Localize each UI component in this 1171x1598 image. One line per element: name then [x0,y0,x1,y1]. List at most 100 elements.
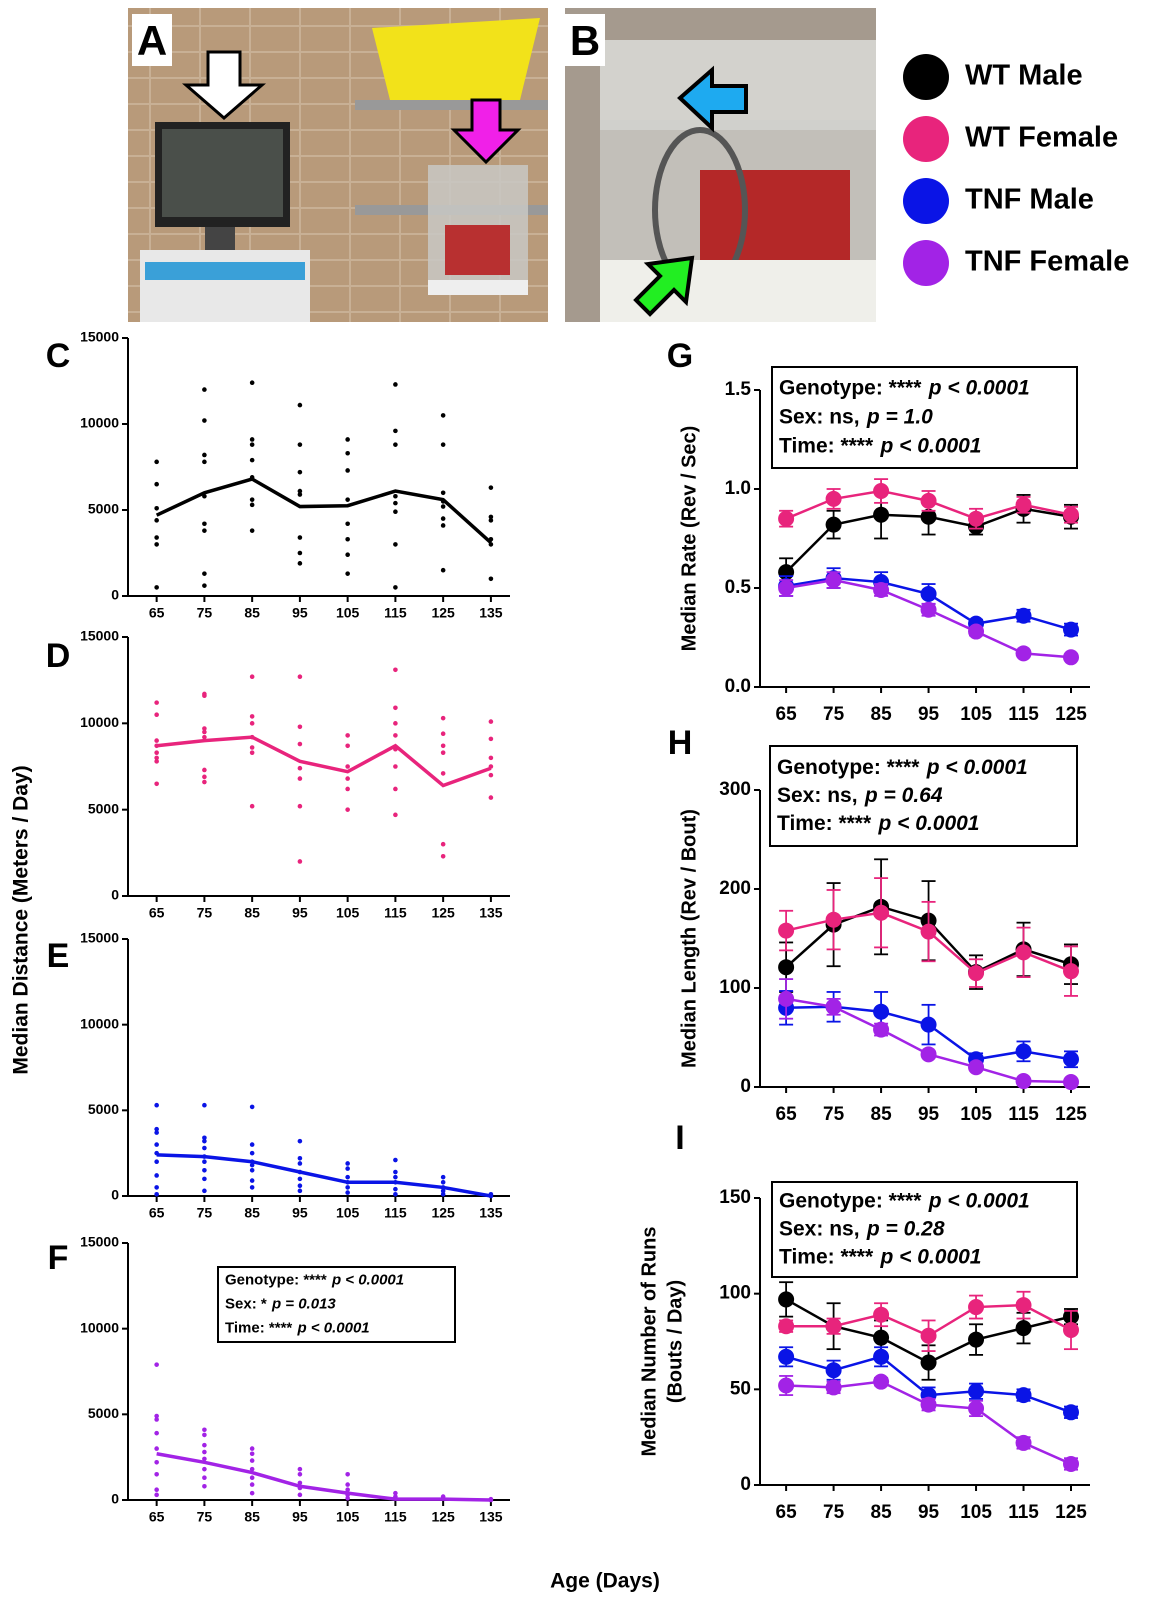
data-point [202,1456,207,1462]
legend-label: WT Male [965,60,1083,92]
data-point [345,807,350,812]
stats-box [769,745,1078,847]
data-point [920,585,937,602]
stats-term: Sex: ns, [779,1217,860,1240]
y-tick-label: 0 [740,1474,751,1495]
data-point [873,1003,890,1020]
x-tick-label: 65 [776,1502,798,1523]
y-tick-label: 15000 [80,1234,119,1250]
data-point [202,1145,207,1151]
data-point [202,452,207,458]
median-line [156,1153,492,1198]
x-tick-label: 105 [336,1509,360,1525]
data-point [202,729,207,735]
data-point [873,1306,890,1323]
x-tick-label: 75 [197,1205,213,1221]
y-tick-label: 200 [719,878,751,899]
data-point [920,508,937,525]
data-point [202,1159,207,1165]
data-point [345,1166,350,1171]
data-point [154,481,159,487]
data-point [249,714,255,719]
data-point [154,781,159,787]
data-point [1015,1043,1032,1060]
data-point [154,1126,159,1132]
x-tick-label: 85 [244,1205,260,1221]
data-point [202,1176,207,1182]
x-tick-label: 95 [918,1104,940,1125]
data-point [393,1186,398,1192]
data-point [778,1318,795,1335]
data-point [393,1174,398,1180]
data-point [345,776,350,781]
data-point [968,510,985,527]
data-point [345,1495,350,1501]
data-point [825,1379,842,1396]
x-tick-label: 95 [918,1502,940,1523]
data-point [1015,645,1032,662]
data-point [968,965,985,982]
stats-p: p = 0.64 [864,784,943,807]
stats-line: Genotype: **** p < 0.0001 [225,1271,404,1288]
stats-p: p < 0.0001 [928,1189,1030,1212]
data-point [1063,1322,1080,1339]
data-point [440,490,446,496]
x-tick-label: 115 [384,605,407,621]
median-line [156,1452,491,1502]
data-point [297,488,303,494]
data-point [968,1059,985,1076]
data-point [249,1104,255,1110]
x-tick-label: 75 [823,704,845,725]
y-axis-label: Median Length (Rev / Bout) [678,809,700,1068]
data-point [488,518,494,523]
data-point [440,841,446,847]
data-point [440,1188,446,1194]
legend-marker [903,54,949,100]
data-point [440,504,446,509]
x-tick-label: 105 [960,1502,992,1523]
data-point [825,516,842,533]
data-point [488,795,494,800]
x-tick-label: 125 [1055,704,1087,725]
data-point [202,693,207,699]
x-tick-label: 95 [918,704,940,725]
stats-term: Time: **** [779,1245,874,1268]
stats-p: p < 0.0001 [928,376,1030,399]
data-point [249,1142,255,1147]
x-tick-label: 135 [479,1509,503,1525]
x-tick-label: 95 [292,1205,308,1221]
data-point [393,721,398,726]
data-point [202,767,207,773]
y-axis-label: Median Number of Runs [638,1226,660,1456]
data-point [297,859,303,864]
stats-line: Time: **** p < 0.0001 [777,812,980,835]
x-tick-label: 125 [1055,1104,1087,1125]
data-point [249,1458,255,1463]
data-point [345,1487,350,1493]
data-point [202,418,207,423]
legend-label: WT Female [965,122,1118,154]
photo-b: B [565,8,876,322]
data-point [249,1446,255,1451]
x-tick-label: 115 [384,1205,407,1221]
data-point [297,1176,303,1182]
legend-label: TNF Male [965,184,1094,216]
data-point [202,528,207,533]
data-point [202,459,207,465]
stats-line: Sex: ns, p = 1.0 [779,405,933,428]
stats-p: p < 0.0001 [297,1319,370,1336]
data-point [1015,496,1032,513]
data-point [202,1188,207,1194]
data-point [825,911,842,928]
data-point [873,1021,890,1038]
data-point [154,738,159,743]
data-point [968,1383,985,1400]
data-point [297,550,303,556]
x-tick-label: 65 [149,905,165,921]
x-tick-label: 75 [823,1104,845,1125]
data-point [249,750,255,755]
data-point [202,734,207,740]
data-point [345,1472,350,1477]
y-tick-label: 10000 [80,1319,119,1335]
data-point [393,705,398,711]
